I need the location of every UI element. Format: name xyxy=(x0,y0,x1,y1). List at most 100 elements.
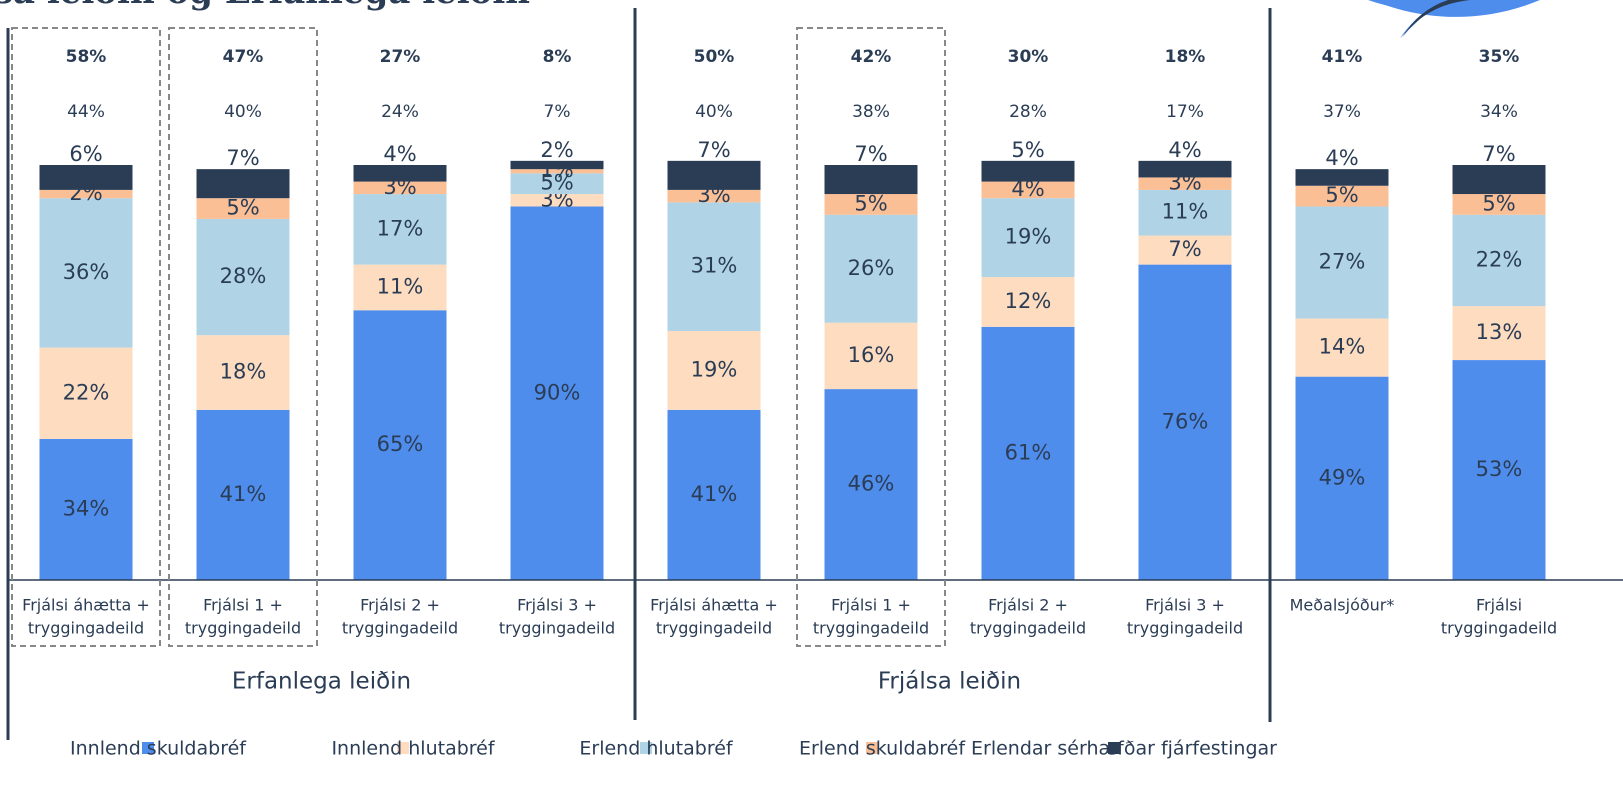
data-label: 34% xyxy=(63,496,110,520)
bar-segment xyxy=(510,173,604,195)
bar-segment xyxy=(510,160,604,170)
bar-segment xyxy=(353,264,447,311)
data-label: 19% xyxy=(1005,225,1052,249)
total-label: 37% xyxy=(1323,102,1361,122)
legend-swatch xyxy=(640,742,652,754)
data-label: 11% xyxy=(1162,200,1209,224)
data-label: 16% xyxy=(848,343,895,367)
x-tick-label: Meðalsjóður* xyxy=(1290,596,1395,615)
bar-segment xyxy=(39,198,133,348)
bar-segment xyxy=(981,326,1075,580)
highlight-box xyxy=(11,27,161,647)
legend-label: Erlendar sérhæfðar fjárfestingar xyxy=(971,738,1277,760)
data-label: 27% xyxy=(1319,250,1366,274)
bar-segment xyxy=(196,198,290,219)
bar-segment xyxy=(1295,206,1389,319)
bar-segment xyxy=(667,160,761,190)
legend-label: Innlend skuldabréf xyxy=(70,738,247,760)
data-label: 65% xyxy=(377,432,424,456)
legend-label: Innlend hlutabréf xyxy=(331,738,495,760)
bar-segment xyxy=(196,409,290,580)
bar-segment xyxy=(667,189,761,203)
total-label: 38% xyxy=(852,102,890,122)
x-tick-label: Frjálsi 2 + xyxy=(988,596,1068,615)
data-label: 31% xyxy=(691,254,738,278)
highlight-box xyxy=(796,27,946,647)
x-tick-label: tryggingadeild xyxy=(970,619,1086,638)
data-label: 2% xyxy=(540,138,573,162)
bar-segment xyxy=(1452,214,1546,307)
bar-segment xyxy=(1452,360,1546,580)
bar-segment xyxy=(1295,376,1389,580)
x-tick-label: tryggingadeild xyxy=(342,619,458,638)
total-label: 40% xyxy=(224,102,262,122)
total-label: 40% xyxy=(695,102,733,122)
data-label: 53% xyxy=(1476,457,1523,481)
data-label: 22% xyxy=(63,380,110,404)
total-bold-label: 18% xyxy=(1165,47,1206,67)
data-label: 19% xyxy=(691,357,738,381)
legend-label: Erlend skuldabréf xyxy=(799,738,966,760)
data-label: 11% xyxy=(377,274,424,298)
data-label: 49% xyxy=(1319,465,1366,489)
x-tick-label: Frjálsi 2 + xyxy=(360,596,440,615)
chart-title: Frjálsa leiðin og Erfanlega leiðin xyxy=(0,0,530,12)
data-label: 17% xyxy=(377,216,424,240)
x-tick-label: Frjálsi 1 + xyxy=(203,596,283,615)
total-bold-label: 30% xyxy=(1008,47,1049,67)
bar-segment xyxy=(39,165,133,190)
x-tick-label: tryggingadeild xyxy=(185,619,301,638)
bar-segment xyxy=(824,194,918,215)
bar-segment xyxy=(1138,177,1232,190)
total-label: 28% xyxy=(1009,102,1047,122)
bar-segment xyxy=(1138,160,1232,178)
bar-segment xyxy=(981,160,1075,182)
data-label: 5% xyxy=(226,196,259,220)
bar-segment xyxy=(1295,169,1389,186)
bar-segment xyxy=(39,189,133,199)
total-bold-label: 35% xyxy=(1479,47,1520,67)
bar-segment xyxy=(353,181,447,195)
x-tick-label: Frjálsi 3 + xyxy=(517,596,597,615)
x-tick-label: Frjálsi áhætta + xyxy=(650,596,778,615)
x-tick-label: Frjálsi xyxy=(1476,596,1522,615)
bar-segment xyxy=(667,202,761,331)
bar-segment xyxy=(981,198,1075,278)
bar-segment xyxy=(1295,318,1389,377)
total-label: 34% xyxy=(1480,102,1518,122)
data-label: 7% xyxy=(1482,142,1515,166)
total-bold-label: 47% xyxy=(223,47,264,67)
bar-segment xyxy=(981,181,1075,199)
bar-segment xyxy=(1452,306,1546,361)
data-label: 7% xyxy=(854,142,887,166)
x-tick-label: tryggingadeild xyxy=(1127,619,1243,638)
group-label: Frjálsa leiðin xyxy=(878,669,1021,695)
data-label: 4% xyxy=(383,142,416,166)
data-label: 22% xyxy=(1476,247,1523,271)
data-label: 13% xyxy=(1476,320,1523,344)
x-tick-label: Frjálsi áhætta + xyxy=(22,596,150,615)
bar-segment xyxy=(824,389,918,580)
data-label: 5% xyxy=(854,191,887,215)
data-label: 46% xyxy=(848,472,895,496)
data-label: 4% xyxy=(1325,146,1358,170)
data-label: 90% xyxy=(534,380,581,404)
data-label: 12% xyxy=(1005,289,1052,313)
total-label: 7% xyxy=(544,102,571,122)
bar-segment xyxy=(39,347,133,439)
data-label: 5% xyxy=(1325,183,1358,207)
data-label: 28% xyxy=(220,264,267,288)
total-bold-label: 58% xyxy=(66,47,107,67)
x-tick-label: Frjálsi 3 + xyxy=(1145,596,1225,615)
data-label: 76% xyxy=(1162,409,1209,433)
bar-segment xyxy=(1138,235,1232,265)
legend-swatch xyxy=(142,742,154,754)
bar-segment xyxy=(1138,189,1232,236)
legend-swatch xyxy=(866,742,878,754)
data-label: 4% xyxy=(1168,138,1201,162)
data-label: 6% xyxy=(69,142,102,166)
data-label: 7% xyxy=(1168,237,1201,261)
x-tick-label: tryggingadeild xyxy=(28,619,144,638)
data-label: 5% xyxy=(1011,138,1044,162)
